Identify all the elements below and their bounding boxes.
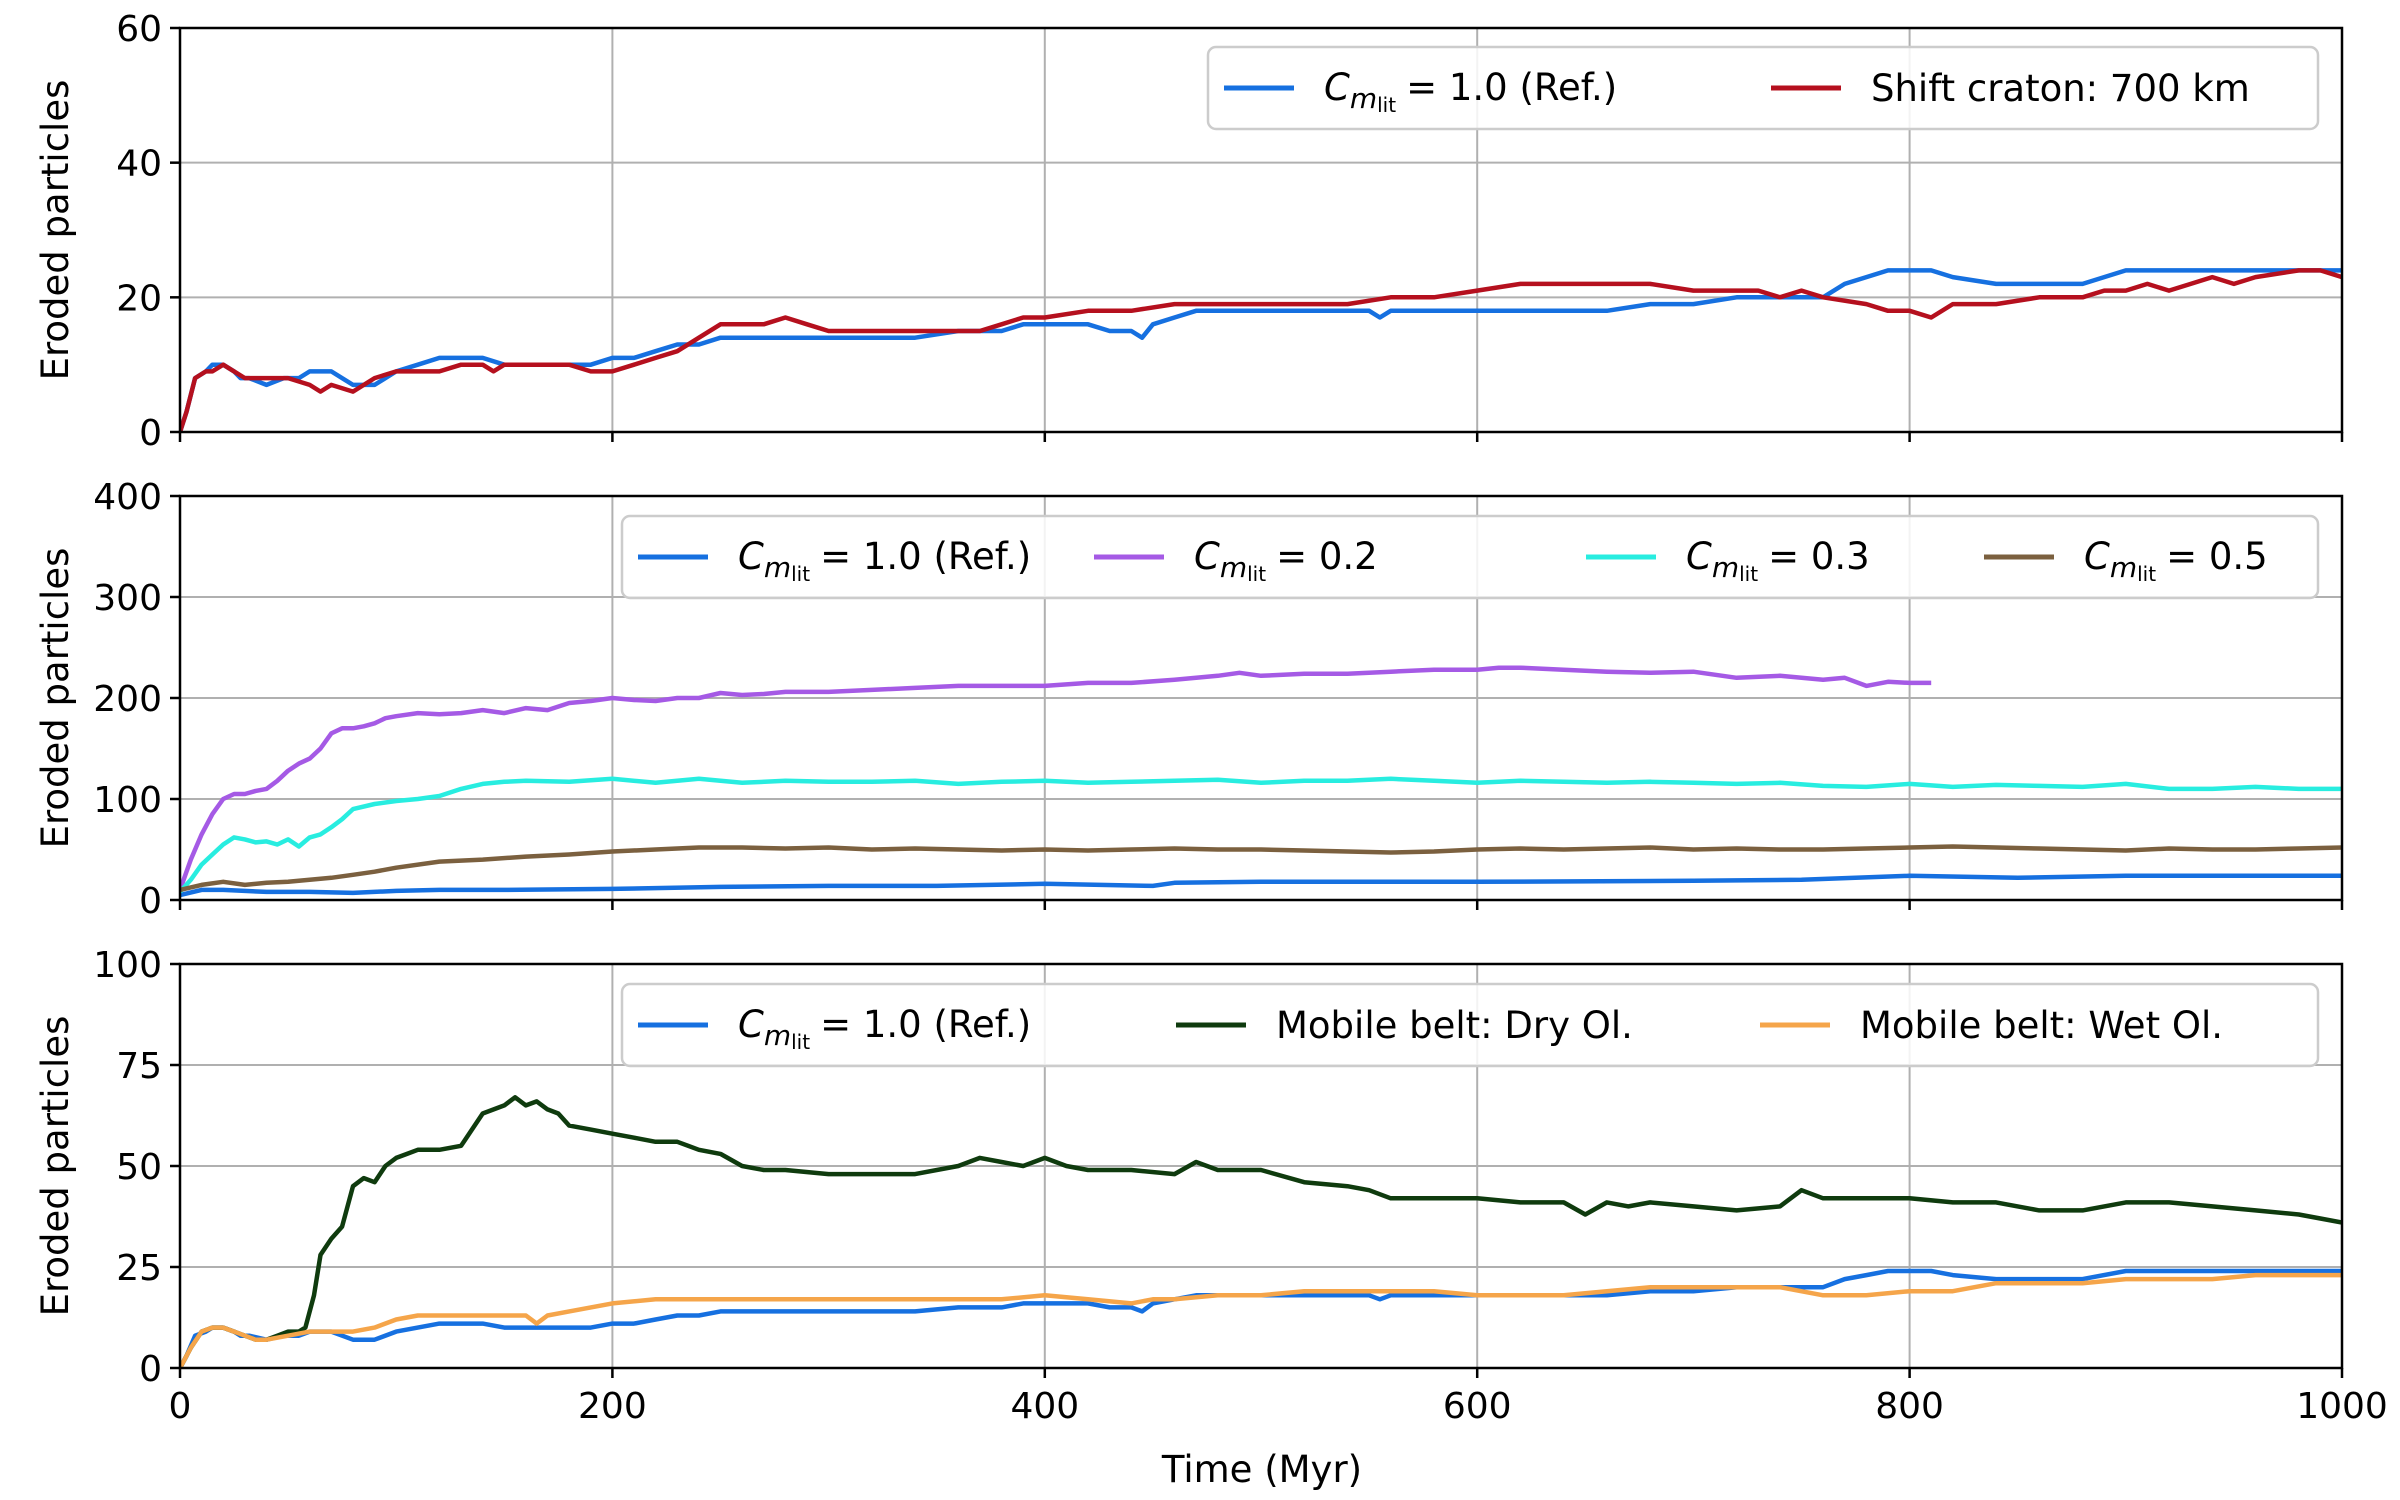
series-line-1 — [180, 268, 2342, 432]
x-tick-label: 600 — [1443, 1386, 1512, 1427]
legend-box — [620, 982, 2320, 1068]
x-tick-label: 0 — [169, 1386, 192, 1427]
y-axis-label: Eroded particles — [34, 548, 77, 849]
y-tick-label: 20 — [116, 278, 162, 319]
legend-label: Cmlit = 1.0 (Ref.) — [1324, 66, 1617, 117]
x-tick-label: 1000 — [2296, 1386, 2388, 1427]
y-tick-label: 100 — [93, 945, 162, 986]
y-tick-label: 200 — [93, 679, 162, 720]
series-line-2 — [180, 1095, 2342, 1368]
x-tick-label: 200 — [578, 1386, 647, 1427]
y-tick-label: 300 — [93, 578, 162, 619]
y-axis-label: Eroded particles — [34, 80, 77, 381]
y-tick-label: 25 — [116, 1248, 162, 1289]
x-tick-label: 400 — [1010, 1386, 1079, 1427]
y-tick-label: 0 — [139, 881, 162, 922]
y-tick-label: 75 — [116, 1046, 162, 1087]
legend-label: Mobile belt: Dry Ol. — [1276, 1004, 1633, 1047]
series-line-1 — [180, 873, 2342, 898]
chart-panel-1: 0 20 40 60 Eroded particles Cmlit = 1.0 (Ref.)… — [34, 9, 2344, 454]
y-tick-label: 400 — [93, 477, 162, 518]
legend: Cmlit = 1.0 (Ref.) Shift craton: 700 km — [1206, 45, 2320, 131]
y-tick-label: 60 — [116, 9, 162, 50]
x-axis-label: Time (Myr) — [1161, 1448, 1362, 1491]
legend: Cmlit = 1.0 (Ref.) Mobile belt: Dry Ol. Mob… — [620, 982, 2320, 1068]
y-tick-label: 100 — [93, 780, 162, 821]
series-line-1 — [180, 1268, 2342, 1368]
x-tick-label: 800 — [1875, 1386, 1944, 1427]
figure-panels: 0 20 40 60 Eroded particles Cmlit = 1.0 (Ref.)… — [34, 9, 2388, 1427]
legend-box — [1206, 45, 2320, 131]
y-tick-label: 0 — [139, 413, 162, 454]
legend-label: Shift craton: 700 km — [1871, 67, 2250, 110]
series-line-3 — [180, 776, 2342, 894]
series-line-4 — [180, 844, 2342, 893]
y-axis-label: Eroded particles — [34, 1016, 77, 1317]
series-line-2 — [180, 665, 1932, 891]
legend-label: Cmlit = 1.0 (Ref.) — [738, 535, 1031, 586]
y-tick-label: 0 — [139, 1349, 162, 1390]
series-line-3 — [180, 1272, 2342, 1368]
legend-label: Cmlit = 0.5 — [2084, 535, 2268, 586]
legend-label: Cmlit = 1.0 (Ref.) — [738, 1003, 1031, 1054]
legend-box — [620, 514, 2320, 600]
y-tick-label: 40 — [116, 144, 162, 185]
series-line-2 — [180, 268, 2342, 432]
chart-panel-2: 0 100 200 300 400 Eroded particles Cmlit = 1.0 … — [34, 477, 2344, 922]
chart-panel-3: 0 200 400 600 800 1000 0 25 50 75 100 Eroded partic… — [34, 945, 2388, 1427]
legend-label: Mobile belt: Wet Ol. — [1860, 1004, 2223, 1047]
axes-frame — [178, 26, 2344, 434]
legend-label: Cmlit = 0.3 — [1686, 535, 1870, 586]
legend-label: Cmlit = 0.2 — [1194, 535, 1378, 586]
y-tick-label: 50 — [116, 1147, 162, 1188]
legend: Cmlit = 1.0 (Ref.) Cmlit = 0.2 Cmlit = 0.3 Cml… — [620, 514, 2320, 600]
